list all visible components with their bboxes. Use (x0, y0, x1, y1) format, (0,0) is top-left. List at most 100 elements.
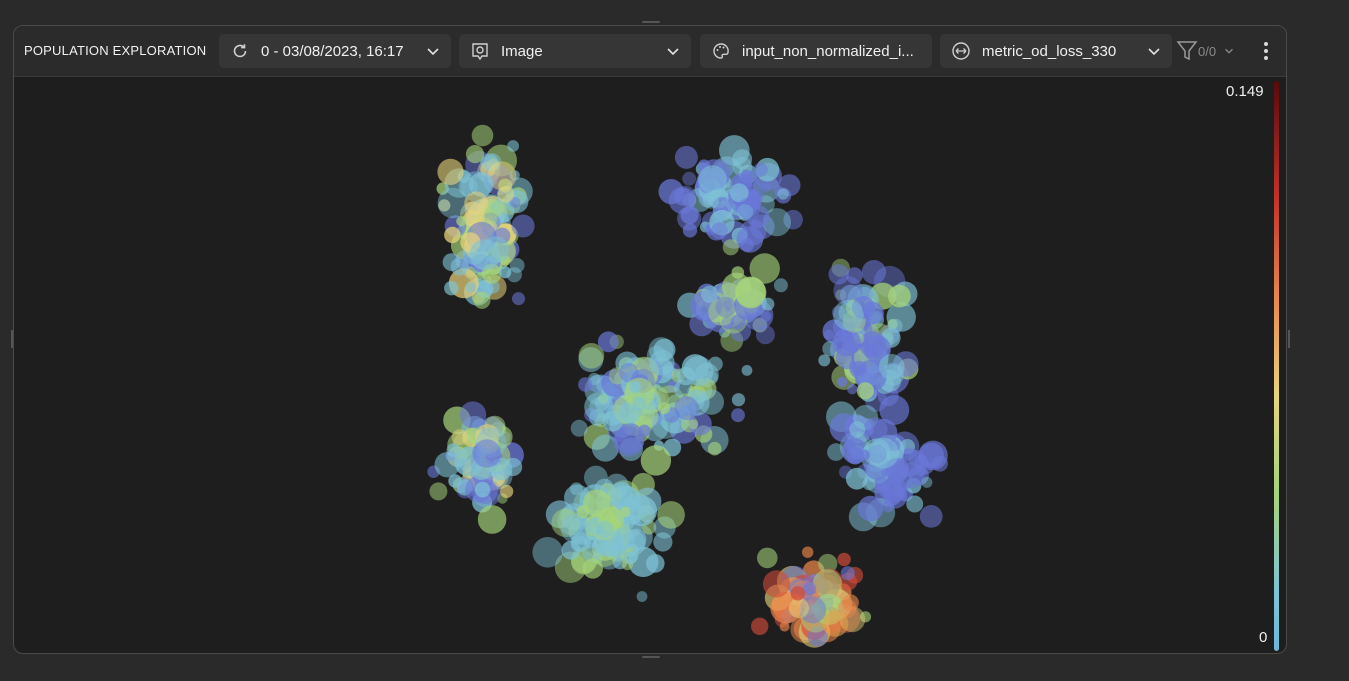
version-select[interactable]: 0 - 03/08/2023, 16:17 (219, 34, 451, 68)
sample-point[interactable] (735, 276, 766, 307)
sample-point[interactable] (554, 551, 587, 583)
sample-point[interactable] (578, 377, 593, 392)
sample-point[interactable] (511, 214, 535, 238)
sample-point[interactable] (437, 158, 464, 185)
sample-point[interactable] (702, 191, 720, 209)
sample-point[interactable] (438, 199, 451, 212)
sample-point[interactable] (761, 297, 775, 311)
sample-point[interactable] (731, 393, 746, 407)
sample-point[interactable] (708, 298, 736, 326)
sample-point[interactable] (698, 389, 724, 415)
sample-point[interactable] (632, 396, 647, 411)
sample-point[interactable] (624, 551, 638, 564)
panel-drag-handle-bottom[interactable] (642, 656, 660, 658)
sample-point[interactable] (890, 469, 913, 492)
sample-point[interactable] (472, 439, 501, 468)
sample-point[interactable] (861, 260, 887, 285)
population-scatter-plot[interactable] (14, 76, 1286, 654)
sample-point[interactable] (459, 401, 487, 429)
sample-point[interactable] (783, 209, 803, 230)
sample-point[interactable] (434, 452, 460, 478)
sample-point[interactable] (682, 171, 697, 186)
sample-point[interactable] (740, 169, 753, 181)
sample-point[interactable] (851, 360, 867, 377)
sample-point[interactable] (625, 528, 647, 550)
filter-button[interactable]: 0/0 (1176, 38, 1236, 64)
sample-point[interactable] (688, 412, 712, 436)
sample-point[interactable] (879, 395, 910, 425)
sample-point[interactable] (608, 367, 627, 385)
sample-point[interactable] (920, 461, 934, 475)
sample-point[interactable] (683, 356, 714, 386)
sample-point[interactable] (827, 443, 845, 461)
sample-point[interactable] (497, 186, 515, 203)
sample-point[interactable] (473, 291, 491, 309)
sample-point[interactable] (707, 441, 722, 456)
sample-point[interactable] (753, 162, 768, 177)
sample-point[interactable] (732, 149, 753, 170)
sample-point[interactable] (465, 282, 476, 293)
sample-point[interactable] (755, 325, 775, 345)
sample-point[interactable] (551, 508, 580, 538)
sample-point[interactable] (648, 337, 674, 363)
sample-point[interactable] (597, 331, 619, 353)
sample-point[interactable] (873, 477, 887, 491)
size-by-select[interactable]: metric_od_loss_330 (940, 34, 1172, 68)
sample-point[interactable] (698, 165, 727, 194)
sample-point[interactable] (638, 424, 651, 437)
sample-point[interactable] (464, 191, 488, 216)
sample-point[interactable] (649, 349, 675, 376)
sample-point[interactable] (512, 292, 525, 306)
sample-point[interactable] (906, 495, 924, 513)
sample-point[interactable] (888, 284, 911, 308)
sample-point[interactable] (477, 505, 507, 534)
sample-point[interactable] (500, 484, 514, 498)
sample-point[interactable] (448, 474, 462, 488)
sample-point[interactable] (469, 239, 501, 271)
sample-point[interactable] (840, 566, 855, 581)
sample-point[interactable] (721, 316, 734, 329)
sample-point[interactable] (446, 443, 461, 458)
sample-point[interactable] (845, 467, 868, 490)
sample-point[interactable] (788, 597, 810, 619)
sample-point[interactable] (451, 429, 468, 446)
visualization-select[interactable]: Image (459, 34, 691, 68)
sample-point[interactable] (658, 402, 670, 415)
sample-point[interactable] (629, 381, 641, 393)
sample-point[interactable] (442, 253, 461, 271)
sample-point[interactable] (674, 396, 699, 421)
sample-point[interactable] (456, 216, 467, 227)
sample-point[interactable] (560, 514, 590, 544)
sample-point[interactable] (878, 354, 905, 380)
sample-point[interactable] (837, 552, 851, 567)
sample-point[interactable] (582, 558, 603, 579)
sample-point[interactable] (474, 481, 491, 498)
sample-point[interactable] (570, 419, 588, 437)
sample-point[interactable] (829, 413, 859, 443)
sample-point[interactable] (822, 610, 849, 637)
sample-point[interactable] (849, 421, 866, 438)
sample-point[interactable] (715, 296, 737, 318)
panel-drag-handle-top[interactable] (642, 21, 660, 23)
sample-point[interactable] (731, 266, 745, 279)
sample-point[interactable] (859, 611, 872, 623)
sample-point[interactable] (921, 476, 933, 488)
sample-point[interactable] (469, 172, 494, 197)
sample-point[interactable] (762, 208, 792, 237)
sample-point[interactable] (619, 362, 639, 383)
sample-point[interactable] (444, 226, 461, 244)
sample-point[interactable] (751, 617, 769, 635)
sample-point[interactable] (846, 447, 864, 465)
sample-point[interactable] (429, 482, 448, 501)
sample-point[interactable] (932, 455, 948, 472)
sample-point[interactable] (802, 546, 814, 558)
sample-point[interactable] (596, 520, 614, 539)
sample-point[interactable] (680, 206, 699, 225)
sample-point[interactable] (483, 153, 502, 172)
sample-point[interactable] (731, 408, 745, 423)
sample-point[interactable] (863, 335, 891, 363)
sample-point[interactable] (837, 376, 848, 387)
sample-point[interactable] (471, 124, 494, 147)
sample-point[interactable] (613, 426, 644, 457)
sample-point[interactable] (578, 343, 605, 369)
